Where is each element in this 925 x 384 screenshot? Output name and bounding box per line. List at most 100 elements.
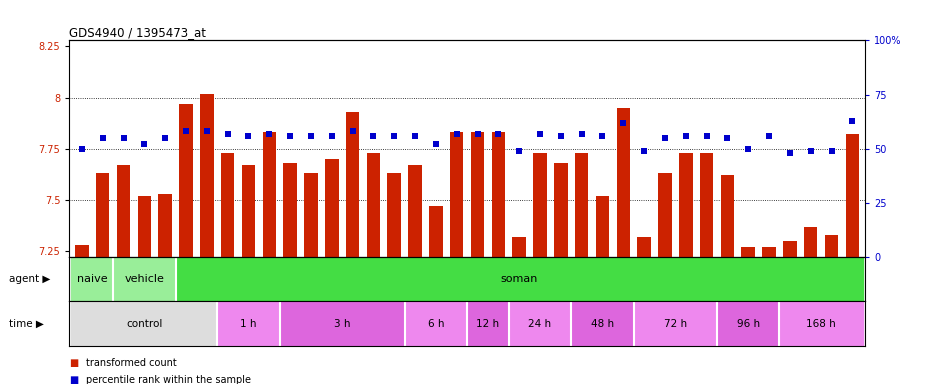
Bar bbox=[283, 163, 297, 257]
Bar bbox=[304, 173, 317, 257]
Bar bbox=[512, 237, 526, 257]
Bar bbox=[467, 301, 509, 346]
Bar bbox=[783, 241, 796, 257]
Bar bbox=[572, 301, 634, 346]
Point bbox=[845, 118, 859, 124]
Bar bbox=[138, 196, 151, 257]
Point bbox=[137, 141, 152, 147]
Text: 1 h: 1 h bbox=[240, 318, 257, 329]
Point bbox=[117, 135, 131, 141]
Point bbox=[303, 133, 318, 139]
Bar bbox=[388, 173, 401, 257]
Text: soman: soman bbox=[500, 274, 537, 285]
Bar bbox=[721, 175, 734, 257]
Bar bbox=[596, 196, 610, 257]
Point bbox=[283, 133, 298, 139]
Point bbox=[450, 131, 464, 137]
Bar bbox=[176, 257, 863, 301]
Point bbox=[616, 120, 631, 126]
Text: 3 h: 3 h bbox=[334, 318, 351, 329]
Bar bbox=[117, 165, 130, 257]
Text: 48 h: 48 h bbox=[591, 318, 614, 329]
Bar bbox=[241, 165, 255, 257]
Point bbox=[741, 146, 756, 152]
Point bbox=[428, 141, 443, 147]
Bar bbox=[617, 108, 630, 257]
Text: 6 h: 6 h bbox=[427, 318, 444, 329]
Text: ■: ■ bbox=[69, 358, 79, 368]
Bar bbox=[780, 301, 863, 346]
Text: naive: naive bbox=[77, 274, 107, 285]
Text: time ▶: time ▶ bbox=[9, 318, 44, 329]
Bar bbox=[263, 132, 276, 257]
Point bbox=[200, 128, 215, 134]
Text: 12 h: 12 h bbox=[476, 318, 500, 329]
Bar bbox=[71, 257, 113, 301]
Point bbox=[803, 148, 818, 154]
Bar bbox=[634, 301, 717, 346]
Text: 72 h: 72 h bbox=[664, 318, 687, 329]
Point bbox=[345, 128, 360, 134]
Bar bbox=[845, 134, 859, 257]
Bar bbox=[533, 153, 547, 257]
Bar bbox=[429, 206, 443, 257]
Bar bbox=[366, 153, 380, 257]
Bar bbox=[825, 235, 838, 257]
Point bbox=[179, 128, 193, 134]
Point bbox=[699, 133, 714, 139]
Bar bbox=[700, 153, 713, 257]
Text: GDS4940 / 1395473_at: GDS4940 / 1395473_at bbox=[69, 26, 206, 39]
Point bbox=[158, 135, 173, 141]
Point bbox=[366, 133, 381, 139]
Bar bbox=[554, 163, 568, 257]
Bar bbox=[762, 247, 776, 257]
Bar bbox=[71, 301, 217, 346]
Point bbox=[220, 131, 235, 137]
Point bbox=[387, 133, 401, 139]
Point bbox=[658, 135, 672, 141]
Bar bbox=[75, 245, 89, 257]
Point bbox=[553, 133, 568, 139]
Bar bbox=[717, 301, 780, 346]
Bar bbox=[804, 227, 818, 257]
Text: vehicle: vehicle bbox=[124, 274, 165, 285]
Bar bbox=[404, 301, 467, 346]
Bar bbox=[325, 159, 339, 257]
Bar bbox=[346, 112, 359, 257]
Bar bbox=[96, 173, 109, 257]
Point bbox=[241, 133, 256, 139]
Point bbox=[533, 131, 548, 137]
Point bbox=[75, 146, 90, 152]
Point bbox=[636, 148, 651, 154]
Text: control: control bbox=[126, 318, 163, 329]
Bar bbox=[200, 94, 214, 257]
Point bbox=[761, 133, 776, 139]
Point bbox=[720, 135, 734, 141]
Bar bbox=[217, 301, 279, 346]
Bar bbox=[575, 153, 588, 257]
Bar bbox=[471, 132, 485, 257]
Point bbox=[408, 133, 423, 139]
Point bbox=[95, 135, 110, 141]
Bar bbox=[113, 257, 176, 301]
Text: 168 h: 168 h bbox=[807, 318, 836, 329]
Text: percentile rank within the sample: percentile rank within the sample bbox=[86, 375, 251, 384]
Point bbox=[824, 148, 839, 154]
Point bbox=[678, 133, 693, 139]
Point bbox=[325, 133, 339, 139]
Point bbox=[595, 133, 610, 139]
Bar bbox=[659, 173, 672, 257]
Bar bbox=[509, 301, 572, 346]
Text: ■: ■ bbox=[69, 375, 79, 384]
Text: 96 h: 96 h bbox=[736, 318, 759, 329]
Point bbox=[470, 131, 485, 137]
Point bbox=[783, 150, 797, 156]
Bar bbox=[221, 153, 234, 257]
Bar bbox=[279, 301, 404, 346]
Bar bbox=[450, 132, 463, 257]
Text: 24 h: 24 h bbox=[528, 318, 551, 329]
Text: transformed count: transformed count bbox=[86, 358, 177, 368]
Point bbox=[262, 131, 277, 137]
Text: agent ▶: agent ▶ bbox=[9, 274, 51, 285]
Bar bbox=[179, 104, 192, 257]
